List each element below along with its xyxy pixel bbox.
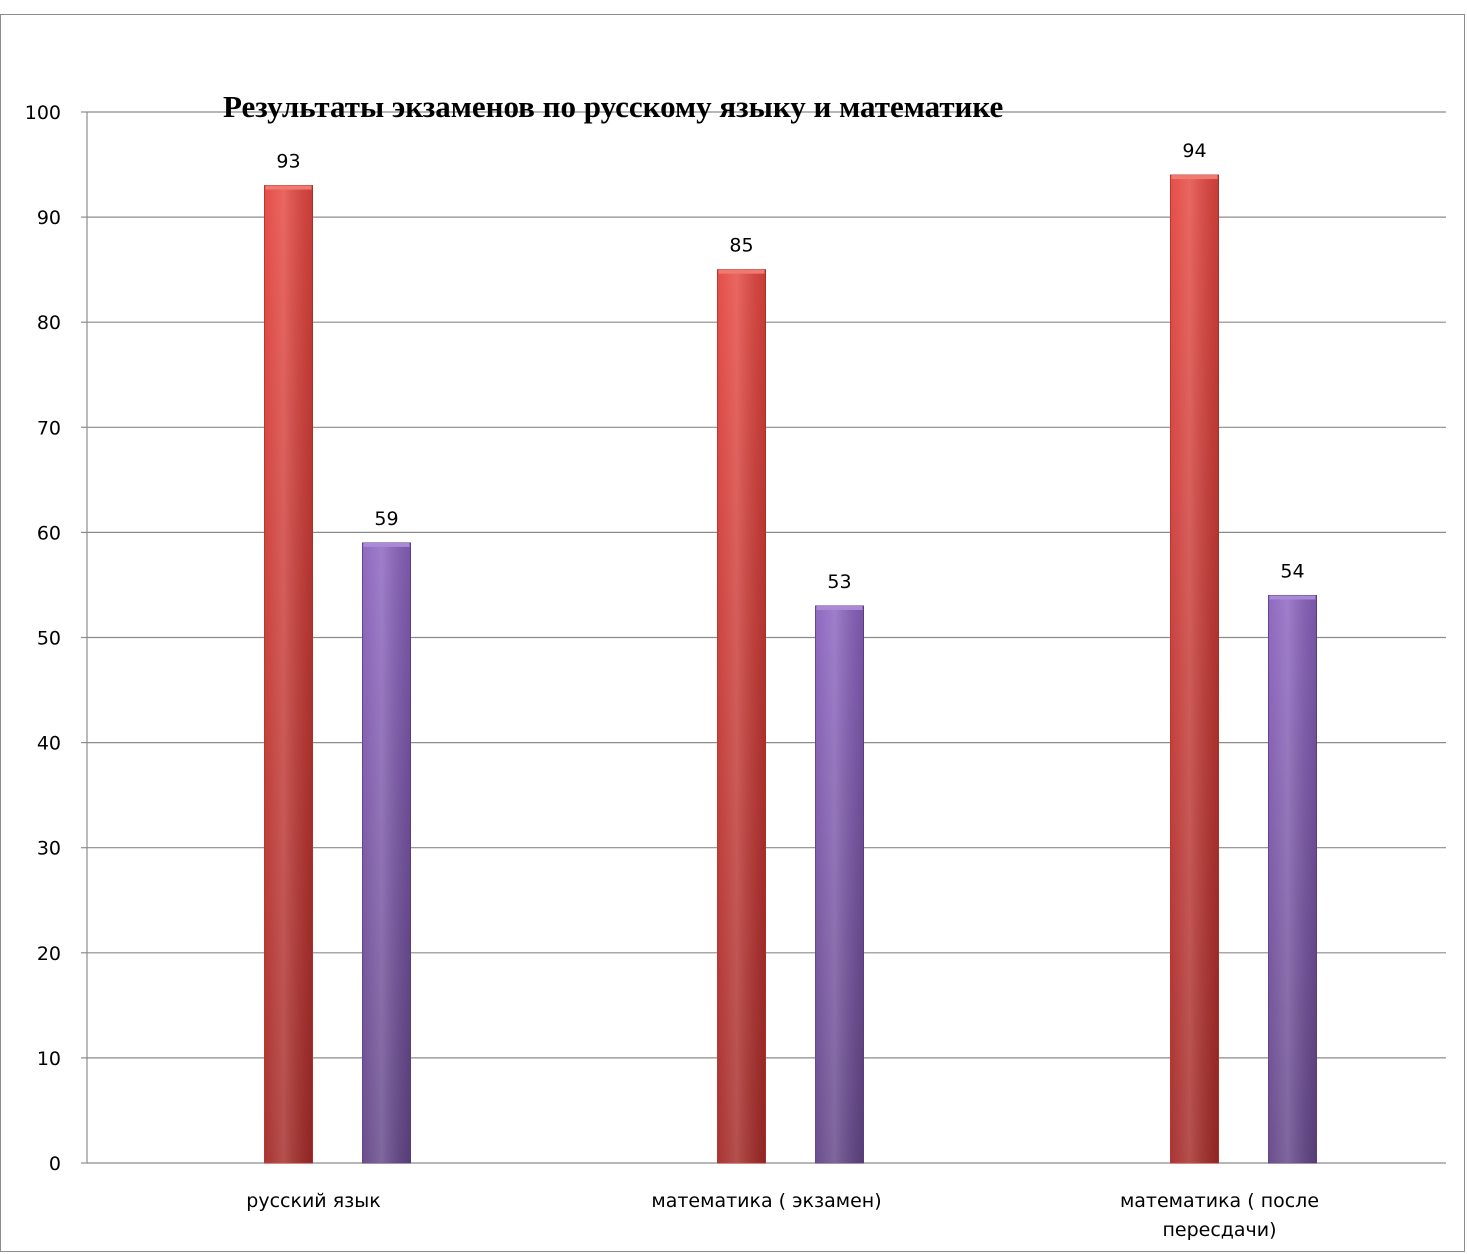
y-tick-label: 70 [37, 417, 61, 439]
data-label: 85 [729, 235, 753, 257]
x-category-label: математика ( после пересдачи) [1120, 1190, 1319, 1241]
bar-shine [264, 185, 313, 1163]
bars [264, 174, 1317, 1164]
y-tick-label: 50 [37, 628, 61, 650]
axes [81, 111, 1446, 1164]
bar-cap [816, 605, 863, 610]
data-label: 94 [1182, 140, 1206, 162]
bar-shine [717, 269, 766, 1163]
bar-cap [265, 185, 312, 190]
bar-shine [362, 542, 411, 1163]
chart-frame [0, 14, 1465, 1252]
y-tick-label: 80 [37, 312, 61, 334]
bar-shine [815, 605, 864, 1163]
bar-cap [718, 269, 765, 274]
x-category-label: математика ( экзамен) [651, 1190, 881, 1212]
y-tick-label: 10 [37, 1048, 61, 1070]
y-tick-label: 90 [37, 207, 61, 229]
y-tick-label: 60 [37, 522, 61, 544]
y-tick-label: 40 [37, 733, 61, 755]
bar-cap [363, 542, 410, 547]
x-category-label: русский язык [246, 1190, 380, 1212]
y-tick-label: 100 [25, 102, 61, 124]
data-label: 93 [276, 151, 300, 173]
data-label: 53 [827, 571, 851, 593]
y-tick-label: 0 [49, 1153, 61, 1175]
labels: 0 10 20 30 40 50 60 70 80 90 100 93 59 русский язык 85… [25, 102, 1319, 1241]
y-tick-label: 20 [37, 943, 61, 965]
data-label: 59 [374, 508, 398, 530]
data-label: 54 [1280, 560, 1304, 582]
y-tick-label: 30 [37, 838, 61, 860]
gridlines [87, 111, 1446, 1059]
bar-shine [1170, 175, 1219, 1163]
chart-title: Результаты экзаменов по русскому языку и… [223, 89, 1003, 124]
bar-shine [1268, 595, 1317, 1163]
bar-cap [1171, 175, 1218, 180]
bar-cap [1269, 595, 1316, 600]
